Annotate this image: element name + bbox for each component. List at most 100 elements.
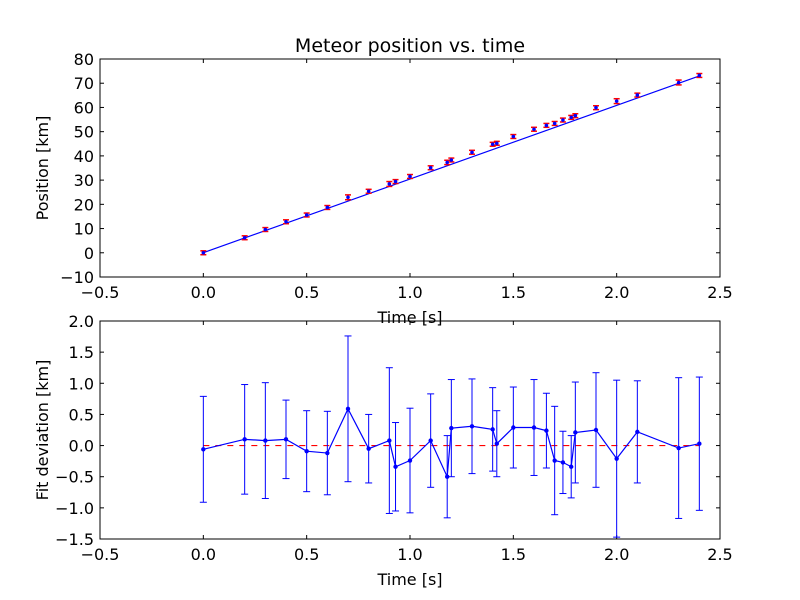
- x-tick-label: 0.0: [191, 545, 216, 564]
- x-tick-label: 0.5: [294, 283, 319, 302]
- y-tick-label: 1.5: [69, 343, 94, 362]
- y-tick-label: 2.0: [69, 312, 94, 331]
- x-tick-label: −0.5: [81, 283, 120, 302]
- y-tick-label: 70: [74, 74, 94, 93]
- x-tick-label: 0.0: [191, 283, 216, 302]
- data-point: [573, 113, 578, 118]
- data-point: [449, 158, 454, 162]
- data-point: [697, 441, 702, 446]
- data-point: [201, 447, 206, 452]
- data-point: [552, 121, 557, 126]
- data-point: [470, 150, 474, 155]
- deviation-chart: −0.5 0.0 0.5 1.0 1.5 2.0 2.5 −1.5 −1.0 −0.5 0.0 0.5…: [33, 312, 733, 589]
- y-tick-label: −1.0: [55, 499, 94, 518]
- y-tick-label: −0.5: [55, 468, 94, 487]
- data-point: [445, 474, 450, 479]
- y-tick-label: 20: [74, 195, 94, 214]
- y-tick-label: 40: [74, 147, 94, 166]
- data-point: [387, 182, 392, 186]
- y-tick-label: 0.0: [69, 437, 94, 456]
- data-point: [511, 425, 516, 430]
- y-tick-label: 10: [74, 220, 94, 239]
- x-tick-label: 1.5: [501, 545, 526, 564]
- data-point: [201, 250, 206, 255]
- data-point: [490, 142, 495, 147]
- data-point: [242, 235, 247, 240]
- y-tick-label: 0.5: [69, 405, 94, 424]
- data-point: [676, 80, 681, 85]
- data-point: [676, 445, 681, 451]
- chart-title: Meteor position vs. time: [295, 35, 525, 57]
- data-point: [531, 425, 537, 430]
- y-tick-label: 80: [74, 50, 94, 69]
- data-point: [242, 437, 247, 442]
- data-point: [366, 189, 371, 194]
- data-point: [635, 93, 640, 97]
- data-point: [614, 456, 619, 461]
- data-point: [573, 430, 578, 435]
- data-point: [561, 118, 565, 122]
- x-tick-label: 2.5: [707, 283, 732, 302]
- x-tick-label: 1.0: [397, 545, 422, 564]
- data-point: [490, 427, 495, 432]
- data-point: [428, 438, 433, 443]
- data-point: [495, 141, 499, 146]
- data-point: [393, 464, 398, 469]
- data-point: [593, 427, 599, 433]
- x-tick-label: 2.5: [707, 545, 732, 564]
- data-point: [569, 464, 574, 469]
- position-chart: −0.5 0.0 0.5 1.0 1.5 2.0 2.5 −10 0 10 20 30 40 50 60 70…: [33, 35, 733, 327]
- data-point: [697, 73, 702, 78]
- data-point: [532, 127, 536, 132]
- data-point: [407, 458, 413, 463]
- data-point: [304, 448, 309, 454]
- data-point: [263, 438, 268, 443]
- data-point: [366, 446, 371, 451]
- data-point: [387, 438, 392, 443]
- data-point: [569, 115, 573, 120]
- data-point: [544, 123, 549, 128]
- fit-line: [203, 75, 700, 254]
- y-tick-label: 50: [74, 123, 94, 142]
- x-tick-label: 0.5: [294, 545, 319, 564]
- data-point: [393, 179, 398, 184]
- y-tick-label: 30: [74, 171, 94, 190]
- data-point: [635, 429, 640, 435]
- data-point: [449, 425, 454, 431]
- data-point: [325, 450, 330, 456]
- data-point: [544, 428, 549, 433]
- data-point: [284, 219, 288, 224]
- data-point: [283, 437, 289, 442]
- data-point: [325, 205, 330, 210]
- data-point: [408, 174, 412, 179]
- data-point: [614, 99, 619, 103]
- y-tick-label: 1.0: [69, 374, 94, 393]
- data-point: [346, 195, 350, 200]
- data-point: [263, 227, 268, 232]
- data-point: [552, 458, 557, 463]
- data-point: [304, 213, 309, 217]
- y-axis-label: Position [km]: [33, 116, 52, 221]
- data-point: [494, 441, 499, 446]
- x-axis-label: Time [s]: [376, 308, 442, 327]
- x-tick-label: 2.0: [604, 283, 629, 302]
- y-axis-label: Fit deviation [km]: [33, 360, 52, 501]
- y-tick-label: 0: [84, 244, 94, 263]
- x-tick-label: −0.5: [81, 545, 120, 564]
- data-point: [560, 460, 566, 465]
- data-point: [594, 105, 598, 110]
- data-point: [428, 165, 433, 170]
- y-tick-label: −10: [60, 268, 94, 287]
- plot-frame: [99, 58, 721, 278]
- data-point: [511, 134, 516, 139]
- data-point: [345, 406, 351, 412]
- x-tick-label: 1.0: [397, 283, 422, 302]
- y-tick-label: −1.5: [55, 530, 94, 549]
- x-tick-label: 2.0: [604, 545, 629, 564]
- x-tick-label: 1.5: [501, 283, 526, 302]
- data-point: [469, 424, 475, 429]
- y-tick-label: 60: [74, 98, 94, 117]
- x-axis-label: Time [s]: [376, 570, 442, 589]
- data-point: [445, 160, 450, 165]
